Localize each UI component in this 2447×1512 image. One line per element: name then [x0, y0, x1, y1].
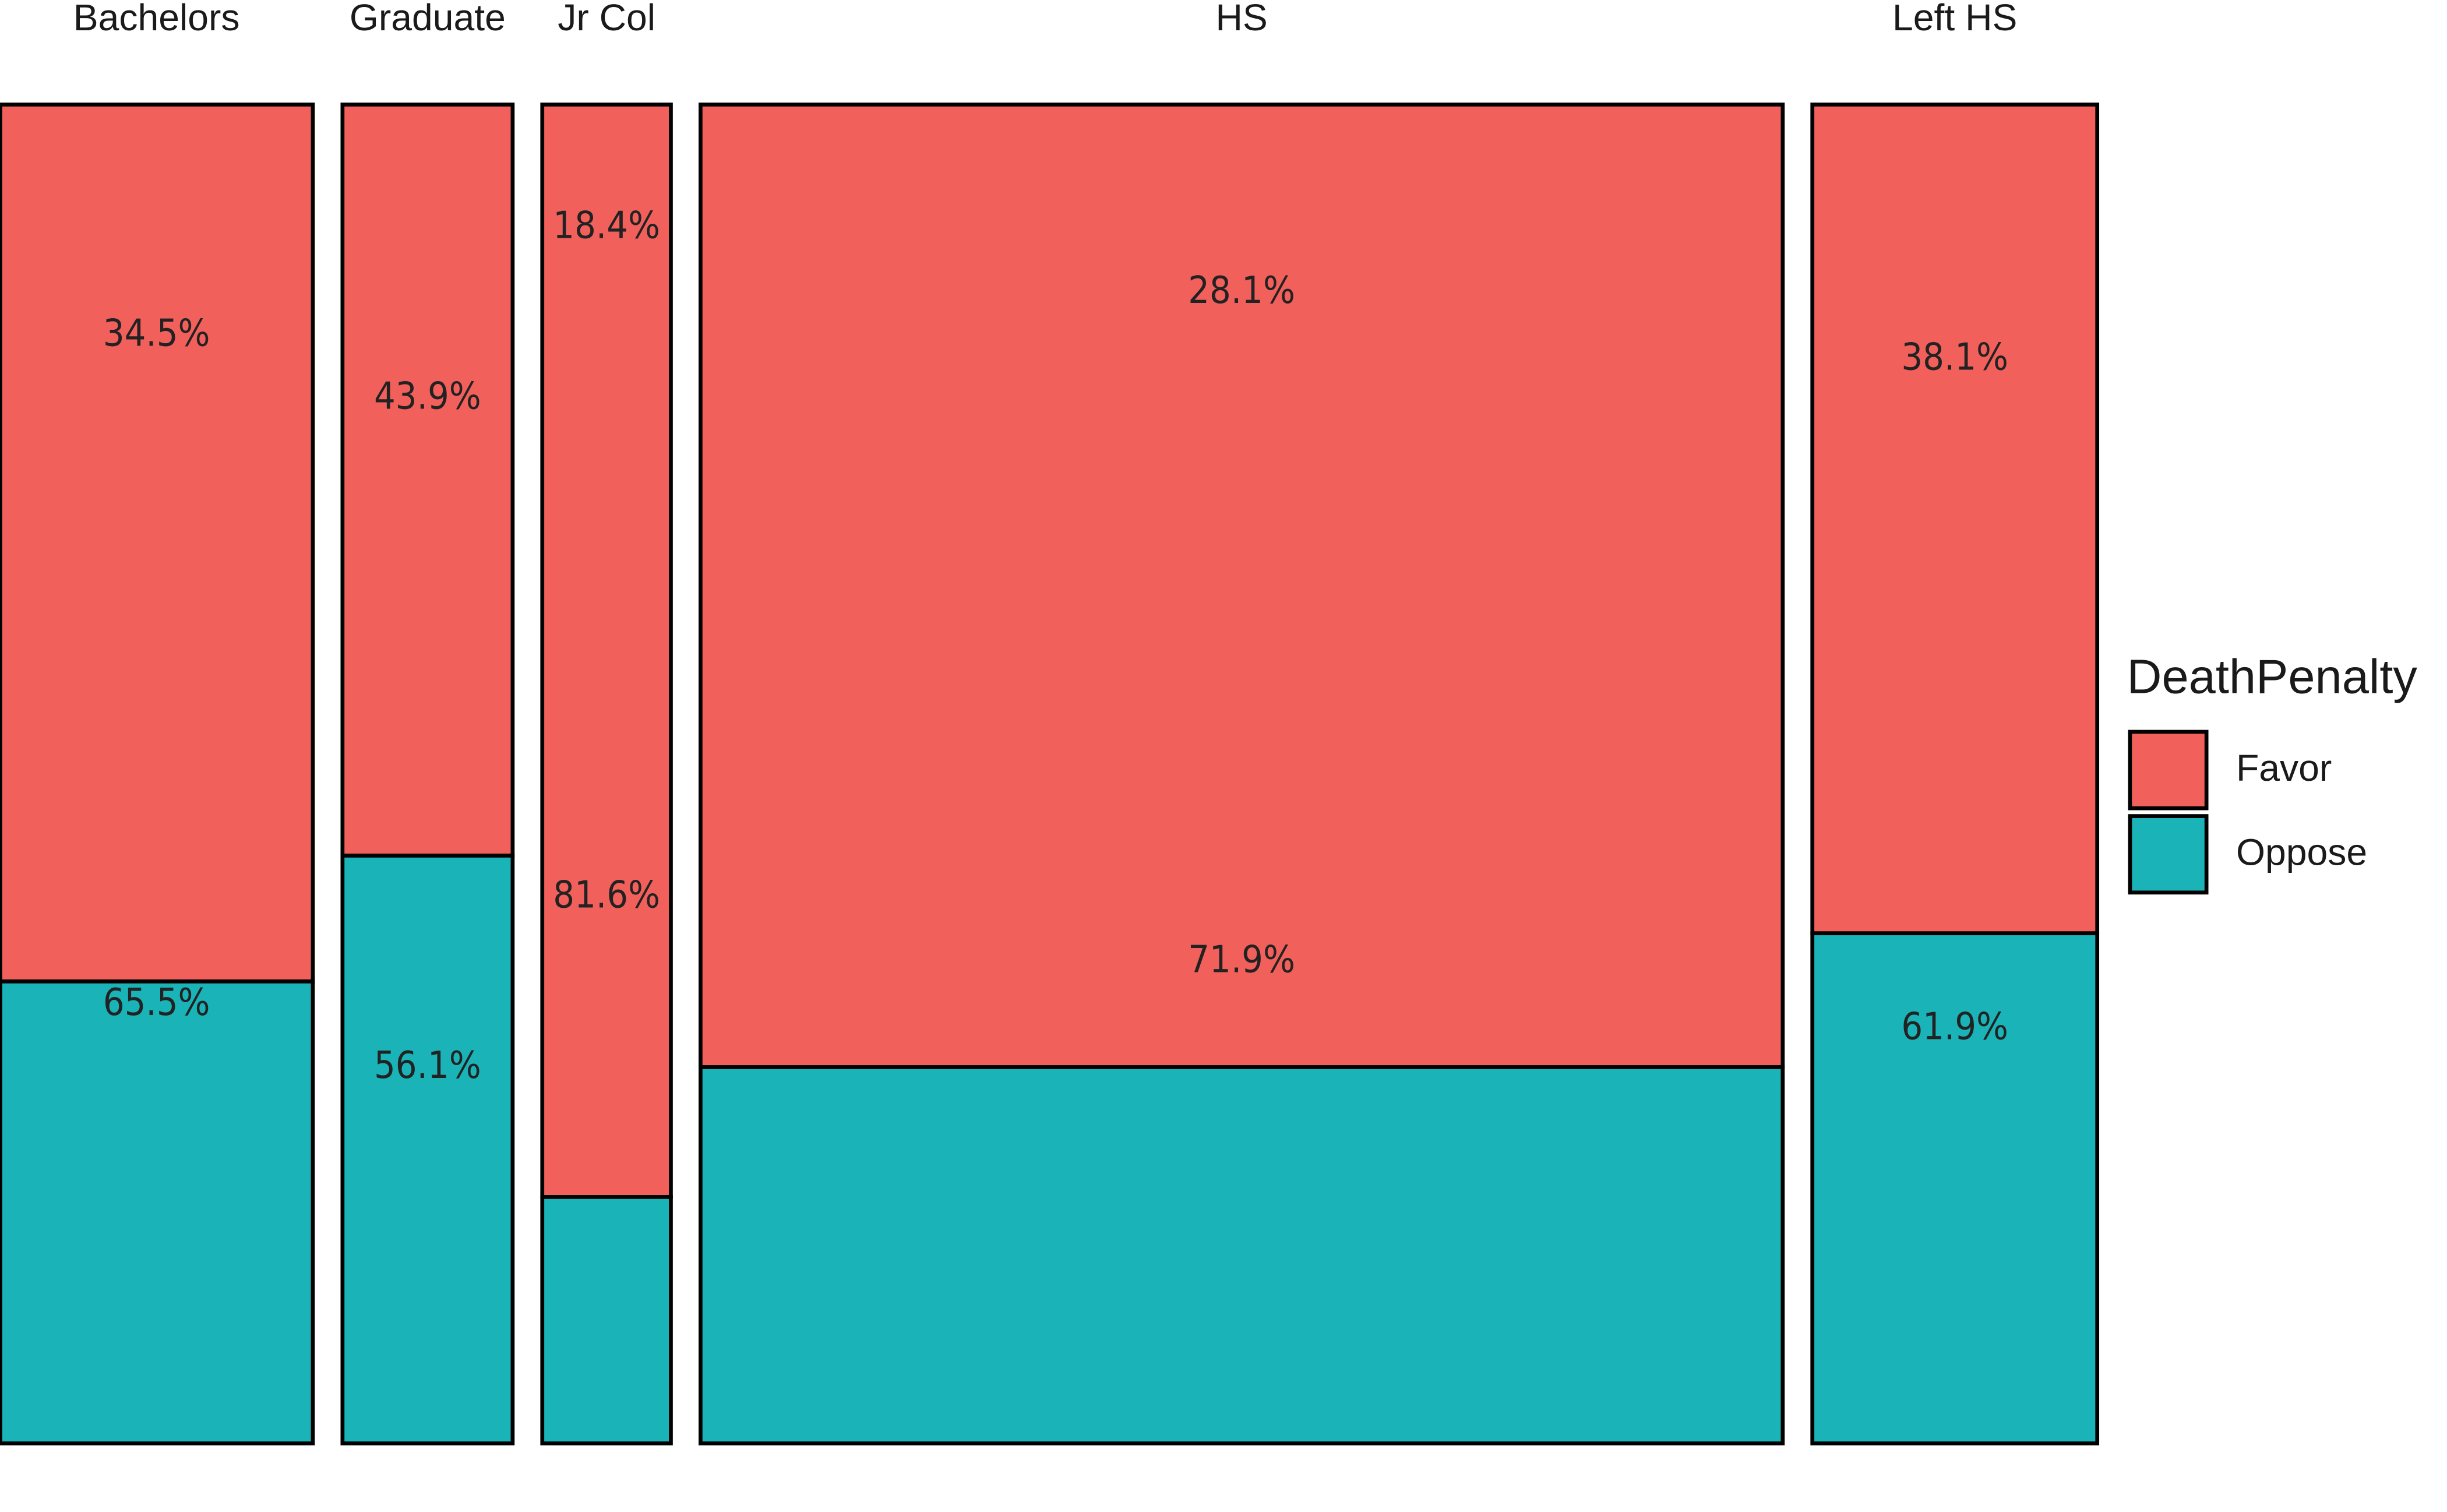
mosaic-cell	[0, 979, 315, 1446]
legend-label: Favor	[2236, 747, 2332, 789]
legend-key	[2128, 729, 2209, 810]
value-label: 34.5%	[103, 311, 210, 355]
facet-label: Graduate	[350, 0, 506, 38]
mosaic-cell	[340, 854, 515, 1446]
value-label: 56.1%	[374, 1044, 481, 1087]
value-label: 61.9%	[1901, 1005, 2008, 1049]
mosaic-cell	[1810, 103, 2100, 936]
value-label: 43.9%	[374, 374, 481, 418]
mosaic-cell	[340, 103, 515, 858]
value-label: 71.9%	[1188, 938, 1295, 982]
facet-label: Bachelors	[73, 0, 240, 38]
mosaic-cell	[699, 1065, 1785, 1446]
mosaic-cell	[540, 1195, 673, 1446]
mosaic-cell	[0, 103, 315, 984]
legend-label: Oppose	[2236, 831, 2367, 873]
value-label: 65.5%	[103, 981, 210, 1024]
value-label: 18.4%	[553, 203, 660, 247]
value-label: 38.1%	[1901, 336, 2008, 379]
facet-label: HS	[1215, 0, 1267, 38]
legend-title: DeathPenalty	[2127, 650, 2418, 704]
legend-key	[2128, 814, 2209, 895]
facet-label: Jr Col	[558, 0, 655, 38]
mosaic-cell	[699, 103, 1785, 1069]
value-label: 28.1%	[1188, 269, 1295, 312]
mosaic-cell	[1810, 931, 2100, 1446]
facet-label: Left HS	[1892, 0, 2017, 38]
value-label: 81.6%	[553, 873, 660, 917]
mosaic-cell	[540, 103, 673, 1199]
